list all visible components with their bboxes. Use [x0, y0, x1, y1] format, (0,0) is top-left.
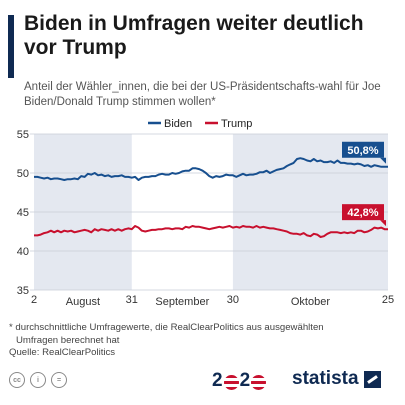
- statista-mark-icon: [363, 370, 381, 388]
- brand-name: statista: [292, 368, 359, 389]
- end-label-trump: 42,8%: [347, 207, 378, 219]
- month-label: August: [66, 296, 100, 308]
- month-label: Oktober: [291, 296, 330, 308]
- footnote: * durchschnittliche Umfragewerte, die Re…: [9, 322, 397, 360]
- footnote-line-2: Umfragen berechnet hat: [16, 334, 120, 346]
- x-tick-label: 31: [126, 294, 138, 306]
- end-label-pointer: [380, 157, 386, 164]
- y-tick-label: 40: [17, 246, 29, 258]
- attribution-icon[interactable]: i: [30, 372, 46, 388]
- license-icons: cc i =: [9, 372, 67, 388]
- chart-title: Biden in Umfragen weiter deutlich vor Tr…: [24, 12, 364, 59]
- y-tick-label: 35: [17, 285, 29, 297]
- end-label-biden: 50,8%: [347, 145, 378, 157]
- x-tick-label: 30: [227, 294, 239, 306]
- y-tick-label: 55: [17, 129, 29, 141]
- series-line-trump: [34, 225, 388, 238]
- legend-label: Trump: [221, 118, 252, 130]
- creative-commons-icon[interactable]: cc: [9, 372, 25, 388]
- series-line-biden: [34, 157, 388, 181]
- x-tick-label: 2: [31, 294, 37, 306]
- legend-label: Biden: [164, 118, 192, 130]
- end-label-box-trump: [342, 204, 384, 221]
- x-tick-label: 25: [382, 294, 394, 306]
- badge-digit-2: 2: [239, 370, 251, 391]
- badge-digit-1: 2: [212, 370, 223, 391]
- title-accent-bar: [8, 15, 14, 78]
- end-label-box-biden: [342, 141, 384, 158]
- flag-icon: [223, 374, 239, 390]
- election-2020-badge: 2 2: [212, 370, 267, 392]
- y-tick-label: 50: [17, 168, 29, 180]
- no-derivatives-icon[interactable]: =: [51, 372, 67, 388]
- flag-icon: [251, 374, 267, 390]
- chart-subtitle: Anteil der Wähler_innen, die bei der US-…: [24, 81, 381, 108]
- month-label: September: [155, 296, 209, 308]
- y-tick-label: 45: [17, 207, 29, 219]
- statista-logo[interactable]: statista: [292, 368, 381, 390]
- end-label-pointer: [380, 220, 386, 227]
- footnote-line-1: * durchschnittliche Umfragewerte, die Re…: [9, 322, 324, 333]
- line-chart: 35 40 45 50 55 2 31 30 25 August September Oktober 5…: [17, 118, 394, 308]
- source-note: Quelle: RealClearPolitics: [9, 347, 116, 358]
